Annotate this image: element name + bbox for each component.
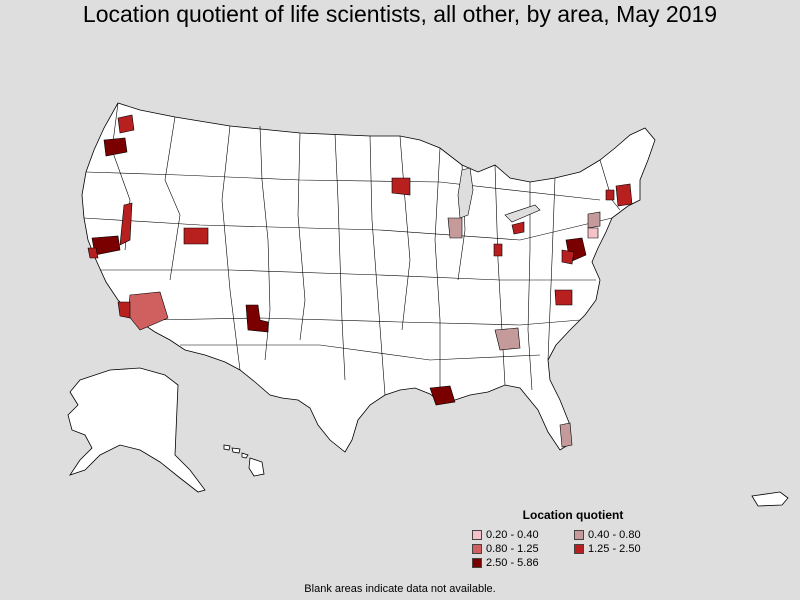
legend-swatch xyxy=(472,543,482,554)
legend-item-3: 1.25 - 2.50 xyxy=(574,542,664,555)
map-title: Location quotient of life scientists, al… xyxy=(82,1,718,27)
alaska xyxy=(67,367,206,493)
legend-item-1: 0.40 - 0.80 xyxy=(574,528,664,541)
legend-swatch xyxy=(472,529,482,540)
legend-swatch xyxy=(574,543,584,554)
legend-label: 0.40 - 0.80 xyxy=(588,528,641,541)
legend-label: 1.25 - 2.50 xyxy=(588,542,641,555)
legend-item-4: 2.50 - 5.86 xyxy=(472,556,574,569)
legend-swatch xyxy=(472,557,482,568)
legend-item-0: 0.20 - 0.40 xyxy=(472,528,574,541)
legend-item-2: 0.80 - 1.25 xyxy=(472,542,574,555)
legend-swatch xyxy=(574,529,584,540)
legend-label: 0.80 - 1.25 xyxy=(486,542,539,555)
lake-michigan xyxy=(457,167,474,219)
puerto-rico xyxy=(751,491,789,507)
legend-label: 0.20 - 0.40 xyxy=(486,528,539,541)
lake-erie xyxy=(504,204,541,223)
legend-title: Location quotient xyxy=(522,508,624,522)
highlighted-areas xyxy=(87,114,633,448)
legend-label: 2.50 - 5.86 xyxy=(486,556,539,569)
footnote: Blank areas indicate data not available. xyxy=(304,583,496,595)
hawaii xyxy=(223,444,265,477)
legend: Location quotient 0.20 - 0.40 0.40 - 0.8… xyxy=(472,508,662,569)
